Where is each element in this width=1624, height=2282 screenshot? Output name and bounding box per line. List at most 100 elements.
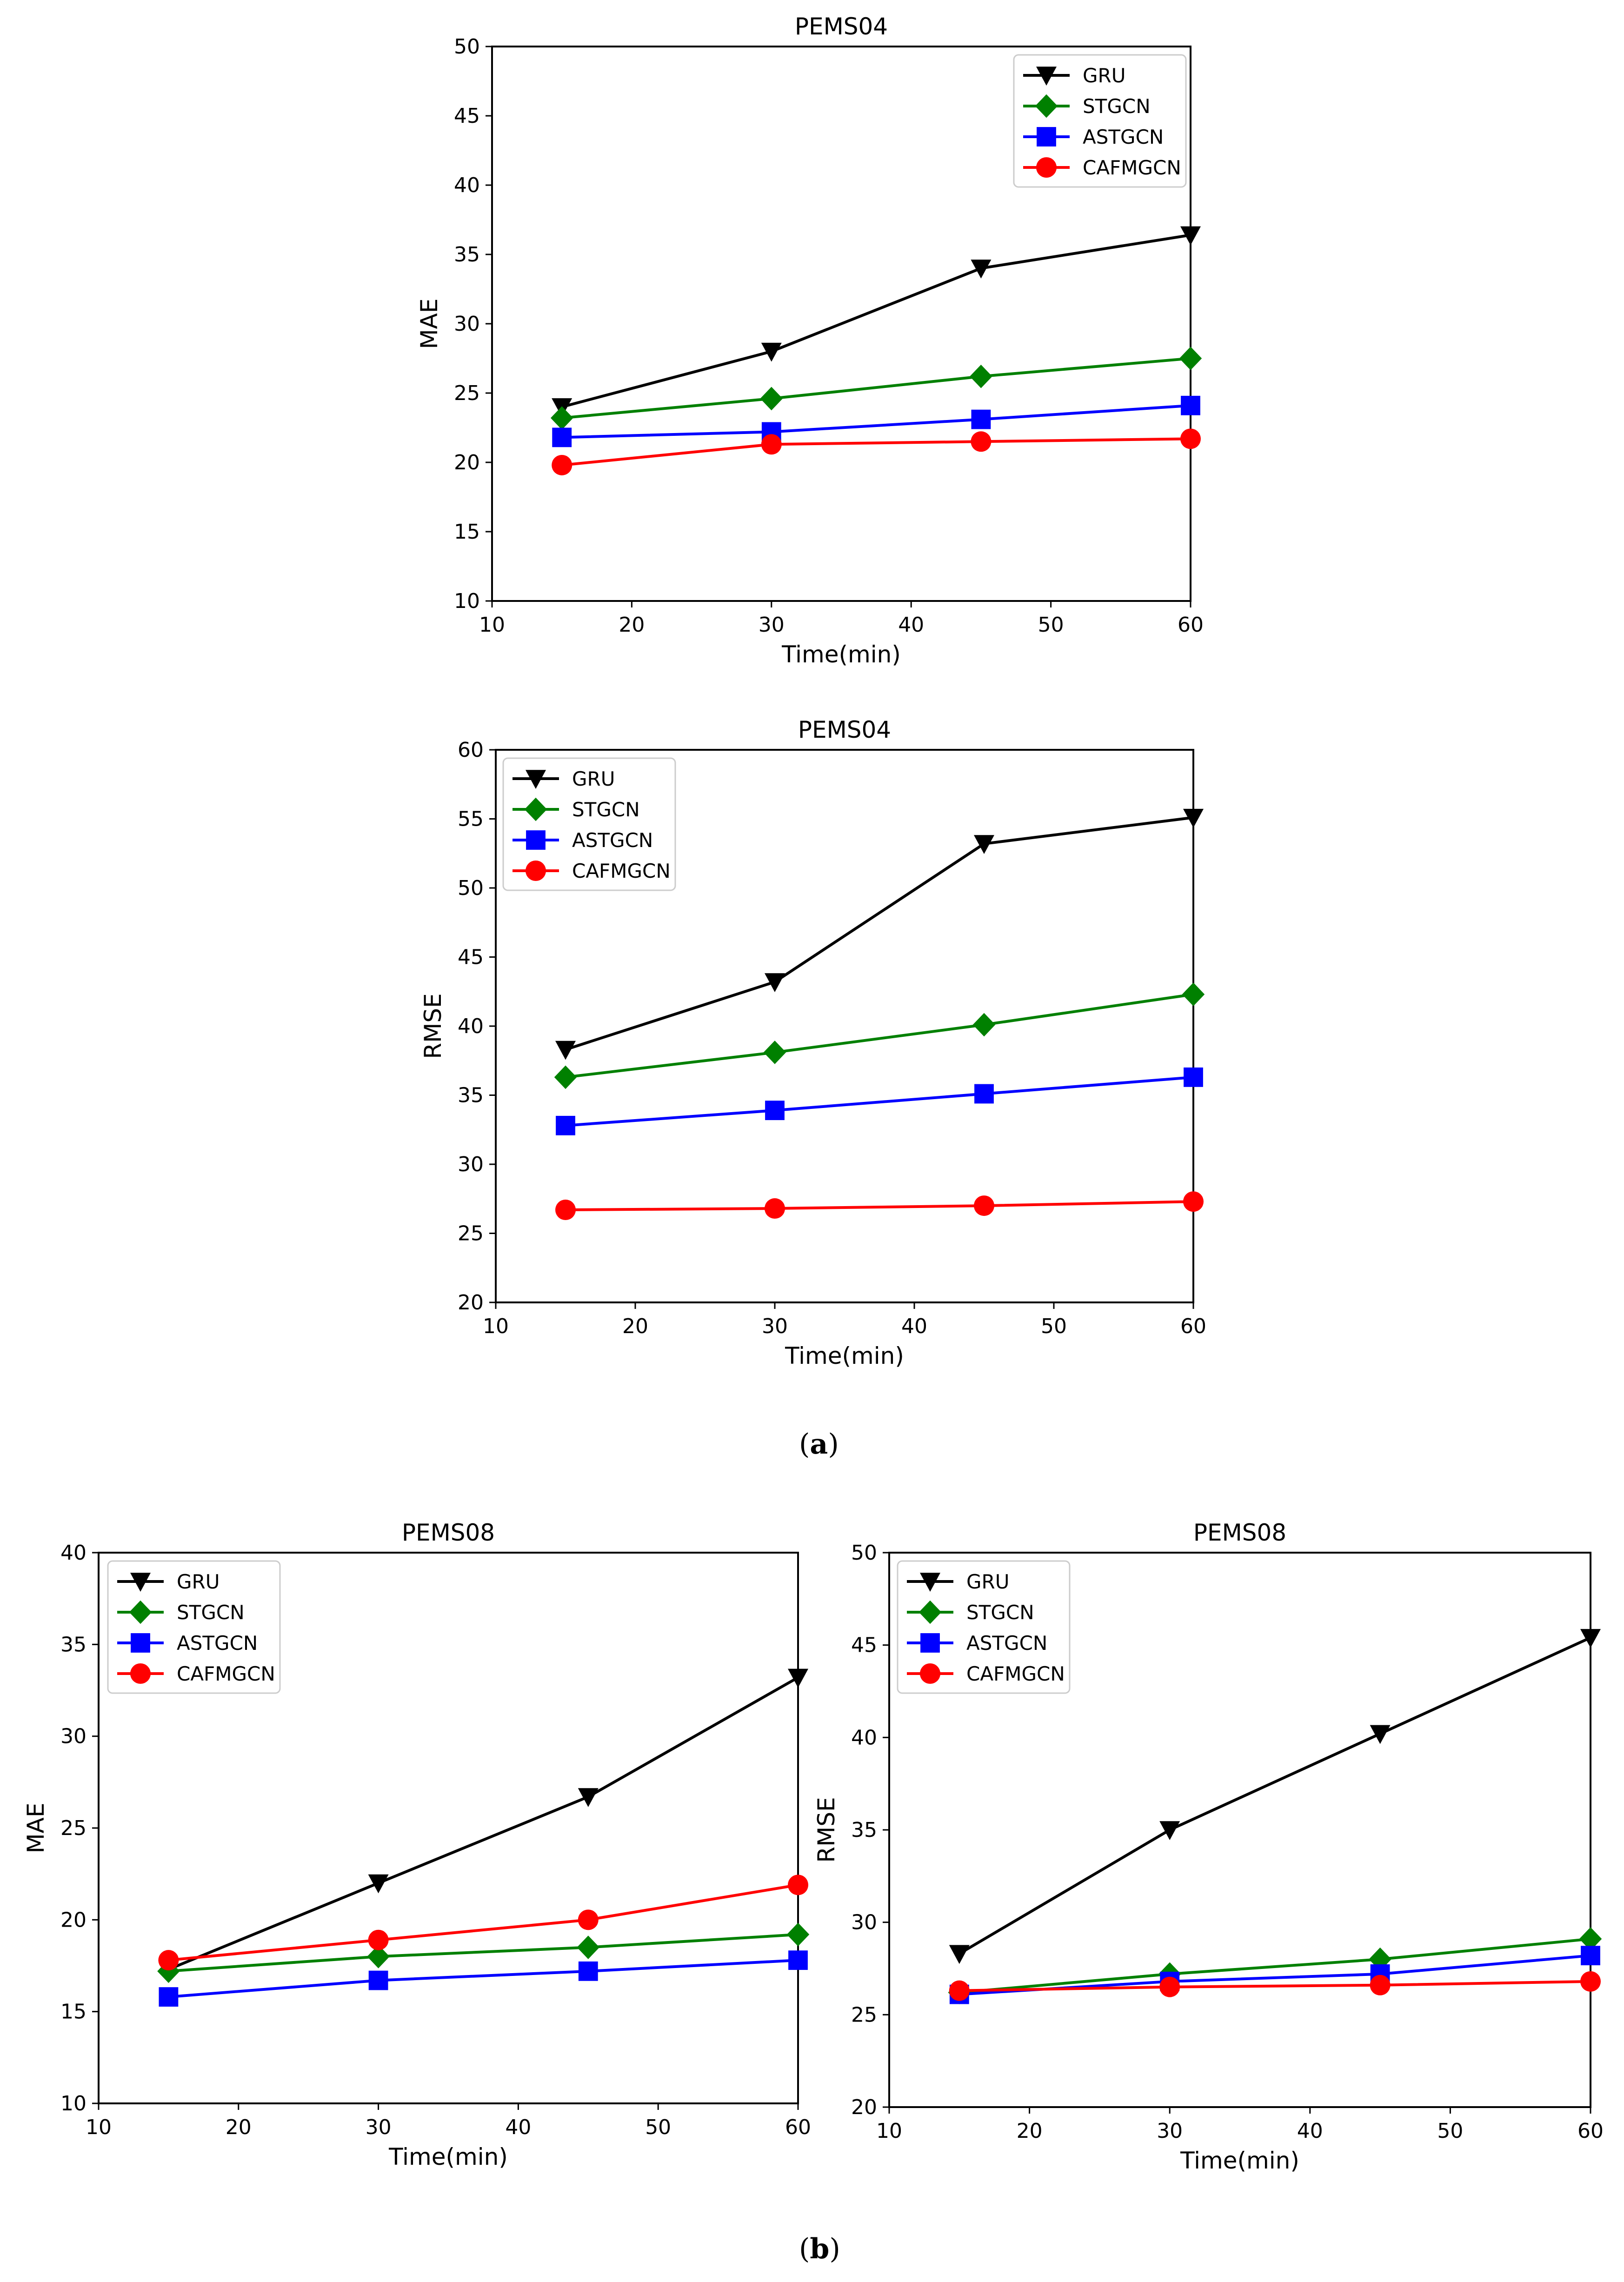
legend-marker (918, 1600, 942, 1624)
series-line (168, 1933, 799, 1973)
data-point (552, 454, 572, 475)
data-point (765, 1101, 785, 1121)
legend-marker (524, 797, 547, 821)
legend-entry: GRU (1083, 64, 1125, 87)
data-point (1370, 1975, 1391, 1995)
y-tick-label: 30 (851, 1911, 877, 1935)
data-point (1159, 1821, 1180, 1840)
legend-entry: CAFMGCN (966, 1662, 1065, 1685)
data-point (786, 1922, 810, 1947)
y-tick-label: 40 (851, 1726, 877, 1749)
x-tick-label: 30 (762, 1314, 788, 1338)
legend-marker (130, 1573, 151, 1592)
legend-box (502, 757, 676, 891)
data-point (1580, 1629, 1601, 1648)
data-point (158, 1950, 179, 1971)
data-point (971, 260, 992, 279)
y-tick-label: 35 (454, 243, 480, 267)
data-point (1183, 808, 1204, 828)
x-tick-label: 50 (1038, 613, 1064, 637)
y-tick-label: 20 (458, 1291, 484, 1314)
data-point (949, 1980, 970, 2001)
legend-entry: STGCN (1083, 95, 1151, 118)
legend-entry: CAFMGCN (1083, 156, 1181, 179)
y-tick-label: 35 (851, 1818, 877, 1842)
x-tick-label: 10 (86, 2115, 112, 2139)
data-point (578, 1909, 599, 1930)
series-astgcn (159, 1950, 808, 2007)
data-point (1370, 1725, 1391, 1744)
series-line (959, 1980, 1591, 1992)
x-tick-label: 60 (1178, 613, 1204, 637)
y-tick-label: 25 (851, 2003, 877, 2027)
y-tick-label: 25 (458, 1222, 484, 1246)
data-point (971, 431, 992, 452)
legend-marker (1035, 94, 1058, 118)
y-axis-label: MAE (416, 299, 443, 349)
legend-marker (131, 1633, 150, 1653)
data-point (788, 1950, 808, 1970)
legend-marker (526, 830, 546, 850)
caption-b: (b) (799, 2233, 840, 2265)
legend: GRU STGCN ASTGCN CAFMGCN (502, 757, 676, 891)
x-tick-label: 10 (876, 2119, 902, 2143)
legend-entry: GRU (572, 767, 615, 790)
data-point (1182, 982, 1205, 1006)
x-axis-label: Time(min) (781, 641, 901, 668)
series-stgcn (554, 982, 1205, 1089)
series-astgcn (556, 1067, 1203, 1135)
data-point (1159, 1976, 1180, 1997)
series-line (565, 1075, 1194, 1127)
chart-4: 10 20 30 40 50 6020253035404550PEMS08Time(min… (813, 1519, 1604, 2174)
legend-entry: CAFMGCN (572, 860, 671, 882)
data-point (554, 1065, 577, 1089)
data-point (1180, 428, 1201, 449)
series-line (565, 993, 1194, 1079)
x-tick-label: 40 (901, 1314, 927, 1338)
y-tick-label: 20 (851, 2095, 877, 2119)
data-point (765, 973, 785, 992)
chart-title: PEMS08 (402, 1519, 495, 1546)
y-tick-label: 25 (60, 1816, 87, 1840)
legend-marker (1036, 157, 1057, 178)
data-point (159, 1987, 179, 2007)
x-tick-label: 30 (366, 2115, 392, 2139)
y-tick-label: 35 (60, 1633, 87, 1656)
series-line (168, 1883, 799, 1962)
y-tick-label: 60 (458, 738, 484, 762)
data-point (760, 387, 783, 411)
chart-title: PEMS04 (795, 13, 888, 40)
x-tick-label: 50 (1041, 1314, 1067, 1338)
y-axis-label: RMSE (419, 993, 446, 1059)
data-point (974, 1195, 994, 1216)
legend-marker (526, 770, 546, 789)
data-point (1581, 1946, 1600, 1966)
y-tick-label: 20 (60, 1908, 87, 1932)
y-tick-label: 30 (454, 312, 480, 336)
legend-box (1013, 54, 1187, 188)
data-point (551, 406, 573, 430)
series-stgcn (551, 347, 1202, 430)
x-tick-label: 20 (619, 613, 645, 637)
x-tick-label: 40 (1297, 2119, 1323, 2143)
x-tick-label: 60 (785, 2115, 811, 2139)
x-tick-label: 20 (1017, 2119, 1043, 2143)
data-point (555, 1041, 576, 1060)
series-cafmgcn (158, 1875, 808, 1971)
legend-entry: GRU (177, 1570, 220, 1593)
y-tick-label: 20 (454, 451, 480, 474)
data-point (1180, 226, 1201, 246)
y-tick-label: 45 (851, 1634, 877, 1657)
data-point (1179, 347, 1202, 370)
x-axis-label: Time(min) (1180, 2147, 1299, 2174)
x-tick-label: 50 (645, 2115, 671, 2139)
series-gru (949, 1629, 1601, 1964)
y-tick-label: 55 (458, 807, 484, 831)
data-point (578, 1788, 599, 1807)
legend-entry: ASTGCN (572, 829, 653, 852)
data-point (761, 434, 782, 455)
legend-marker (526, 861, 546, 881)
data-point (970, 364, 992, 388)
chart-1: 10 20 30 40 50 60 10 15 20 25 30 35 40 45 50 PEMS04 Time… (416, 13, 1204, 668)
x-tick-label: 20 (226, 2115, 252, 2139)
